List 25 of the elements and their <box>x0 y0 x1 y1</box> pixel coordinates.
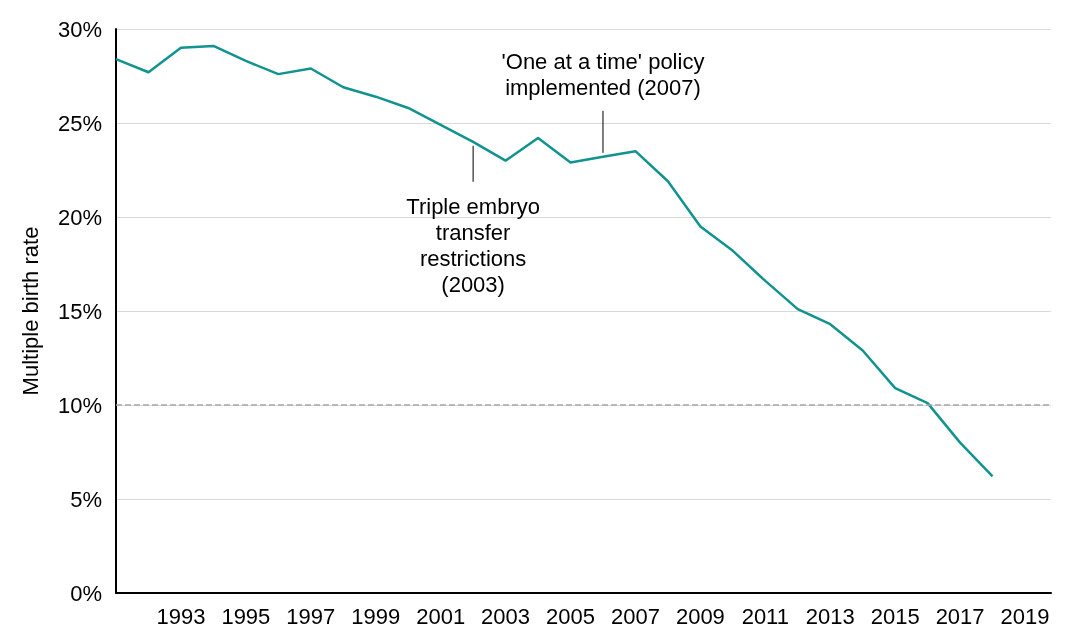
annotation: 'One at a time' policy implemented (2007) <box>501 49 705 101</box>
x-tick-label: 2017 <box>935 603 985 629</box>
x-tick-label: 1999 <box>351 603 401 629</box>
y-axis-title: Multiple birth rate <box>17 226 43 396</box>
x-tick-label: 2009 <box>675 603 725 629</box>
x-tick-label: 2007 <box>610 603 660 629</box>
x-tick-label: 2013 <box>805 603 855 629</box>
y-tick-label: 20% <box>57 204 102 230</box>
x-tick-label: 2003 <box>481 603 531 629</box>
x-tick-label: 1997 <box>286 603 336 629</box>
x-tick-label: 2001 <box>416 603 466 629</box>
x-tick-label: 1993 <box>156 603 206 629</box>
x-tick-label: 1995 <box>221 603 271 629</box>
line-series <box>114 44 994 478</box>
y-tick-label: 10% <box>57 392 102 418</box>
x-tick-label: 2005 <box>546 603 595 629</box>
annotation: Triple embryo transfer restrictions (2003) <box>406 194 540 298</box>
y-tick-label: 30% <box>57 16 102 42</box>
y-tick-label: 0% <box>70 580 102 606</box>
y-tick-label: 25% <box>57 110 102 136</box>
y-tick-label: 5% <box>70 486 102 512</box>
x-tick-label: 2011 <box>741 603 789 629</box>
x-tick-label: 2015 <box>870 603 920 629</box>
x-tick-label: 2019 <box>1000 603 1050 629</box>
y-tick-label: 15% <box>57 298 102 324</box>
